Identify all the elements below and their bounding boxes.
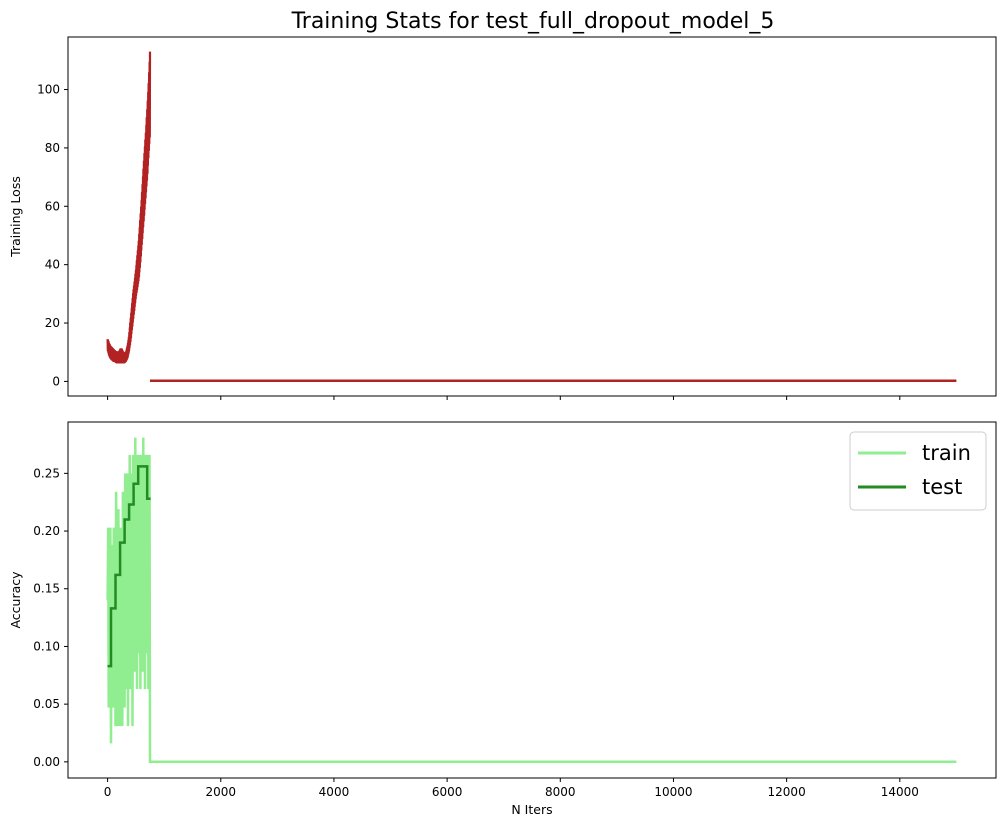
- x-tick-label: 14000: [881, 785, 919, 799]
- y-tick-label: 40: [45, 258, 60, 272]
- y-tick-label: 60: [45, 199, 60, 213]
- y-tick-label: 0.15: [33, 582, 60, 596]
- x-tick-label: 0: [104, 785, 112, 799]
- loss-x-axis-ticks: [107, 396, 901, 400]
- y-tick-label: 0.05: [33, 697, 60, 711]
- accuracy-test-series-line: [107, 465, 151, 668]
- x-axis-label: N Iters: [511, 802, 552, 817]
- y-tick-label: 0.10: [33, 639, 60, 653]
- legend-test-label: test: [922, 475, 962, 499]
- y-tick-label: 80: [45, 141, 60, 155]
- x-tick-label: 12000: [768, 785, 806, 799]
- accuracy-legend: train test: [849, 431, 987, 511]
- loss-y-axis-ticks: 0 20 40 60 80 100: [37, 83, 68, 388]
- loss-y-axis-label: Training Loss: [8, 176, 23, 258]
- loss-noisy-series-line: [106, 51, 152, 364]
- x-tick-label: 2000: [206, 785, 237, 799]
- x-tick-label: 8000: [545, 785, 576, 799]
- loss-panel: 0 20 40 60 80 100 Training Loss: [8, 36, 997, 400]
- y-tick-label: 0.25: [33, 466, 60, 480]
- chart-title: Training Stats for test_full_dropout_mod…: [291, 9, 775, 34]
- y-tick-label: 100: [37, 83, 60, 97]
- accuracy-x-axis-ticks: 0 2000 4000 6000 8000 10000 12000 14000: [104, 778, 919, 799]
- accuracy-y-axis-ticks: 0.00 0.05 0.10 0.15 0.20 0.25: [33, 466, 68, 769]
- accuracy-plot-frame: [67, 421, 997, 779]
- accuracy-series-group: [106, 437, 957, 764]
- y-tick-label: 0.00: [33, 755, 60, 769]
- loss-series-group: [106, 51, 957, 383]
- y-tick-label: 20: [45, 316, 60, 330]
- y-tick-label: 0: [52, 374, 60, 388]
- accuracy-panel: 0.00 0.05 0.10 0.15 0.20 0.25 0 2000 4000 6000 80…: [8, 421, 997, 817]
- x-tick-label: 10000: [654, 785, 692, 799]
- loss-plot-frame: [67, 36, 997, 397]
- legend-train-label: train: [922, 441, 971, 465]
- x-tick-label: 6000: [432, 785, 463, 799]
- accuracy-train-series-line: [106, 437, 957, 764]
- y-tick-label: 0.20: [33, 524, 60, 538]
- accuracy-y-axis-label: Accuracy: [8, 571, 23, 629]
- x-tick-label: 4000: [319, 785, 350, 799]
